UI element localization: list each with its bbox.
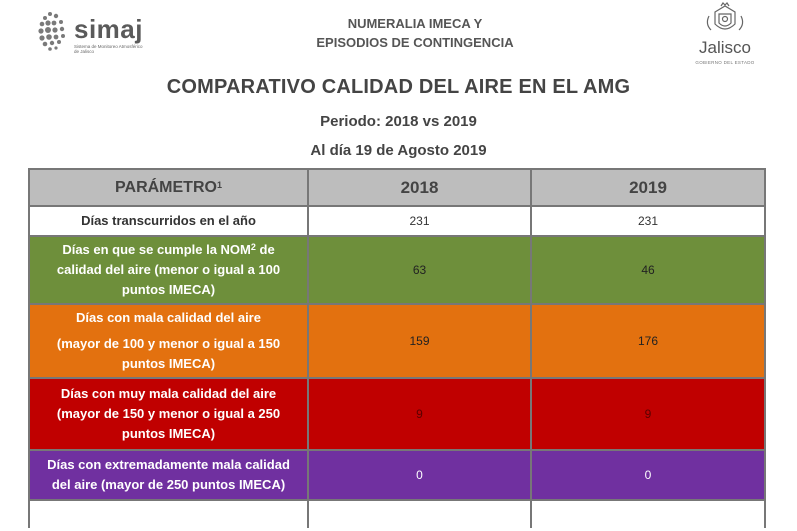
row-cutoff-label [30,501,307,531]
row-days-elapsed-2018: 231 [309,207,530,235]
row-nom-compliance-2018: 63 [309,237,530,303]
row-very-bad-quality-label: Días con muy mala calidad del aire (mayo… [30,379,307,449]
row-bad-label-b: (mayor de 100 y menor o igual a 150 punt… [56,336,281,371]
row-nom-label-b: de calidad del aire (menor o igual a 100… [56,242,281,297]
row-nom-label-a: Días en que se cumple la NOM [62,242,251,257]
row-extremely-bad-quality-2019: 0 [532,451,764,499]
air-quality-table: PARÁMETRO 1 2018 2019 Días transcurridos … [28,168,766,531]
coat-of-arms-icon [706,2,744,31]
row-days-elapsed-label: Días transcurridos en el año [30,207,307,235]
jalisco-logo: Jalisco GOBIERNO DEL ESTADO [680,2,770,68]
row-bad-quality-label: Días con mala calidad del aire (mayor de… [30,305,307,377]
jalisco-wordmark: Jalisco [699,38,751,57]
header-parameter-footnote: 1 [216,179,222,190]
header-2019: 2019 [532,170,764,205]
period-subtitle: Periodo: 2018 vs 2019 [320,113,477,130]
row-days-elapsed-2019: 231 [532,207,764,235]
row-bad-quality-2019: 176 [532,305,764,377]
simaj-logo: simaj Sistema de Monitoreo Atmosférico d… [36,8,156,58]
document-header: NUMERALIA IMECA Y EPISODIOS DE CONTINGEN… [290,14,540,52]
header-title-line1: NUMERALIA IMECA Y [347,16,483,31]
header-title-line2: EPISODIOS DE CONTINGENCIA [316,35,514,50]
jalisco-tagline: GOBIERNO DEL ESTADO [695,60,755,65]
row-very-bad-label-a: Días con muy mala calidad del aire [60,386,277,401]
header-2018: 2018 [309,170,530,205]
row-bad-quality-2018: 159 [309,305,530,377]
row-very-bad-label-b: (mayor de 150 y menor o igual a 250 punt… [56,406,281,441]
row-nom-footnote: 2 [250,242,256,252]
row-extremely-bad-quality-label: Días con extremadamente mala calidad del… [30,451,307,499]
header-parameter-label: PARÁMETRO [115,178,217,196]
header-parameter: PARÁMETRO 1 [30,170,307,205]
row-extremely-bad-quality-2018: 0 [309,451,530,499]
row-bad-label-a: Días con mala calidad del aire [76,310,261,325]
main-title: COMPARATIVO CALIDAD DEL AIRE EN EL AMG [166,76,631,98]
date-subtitle: Al día 19 de Agosto 2019 [310,142,487,159]
row-nom-compliance-2019: 46 [532,237,764,303]
simaj-wordmark: simaj [74,14,143,44]
row-cutoff-2019 [532,501,764,531]
row-nom-compliance-label: Días en que se cumple la NOM2 de calidad… [30,237,307,303]
row-cutoff-2018 [309,501,530,531]
row-very-bad-quality-2018: 9 [309,379,530,449]
swirl-dots-icon [38,12,65,51]
row-very-bad-quality-2019: 9 [532,379,764,449]
simaj-tagline: Sistema de Monitoreo Atmosférico de Jali… [74,44,143,54]
